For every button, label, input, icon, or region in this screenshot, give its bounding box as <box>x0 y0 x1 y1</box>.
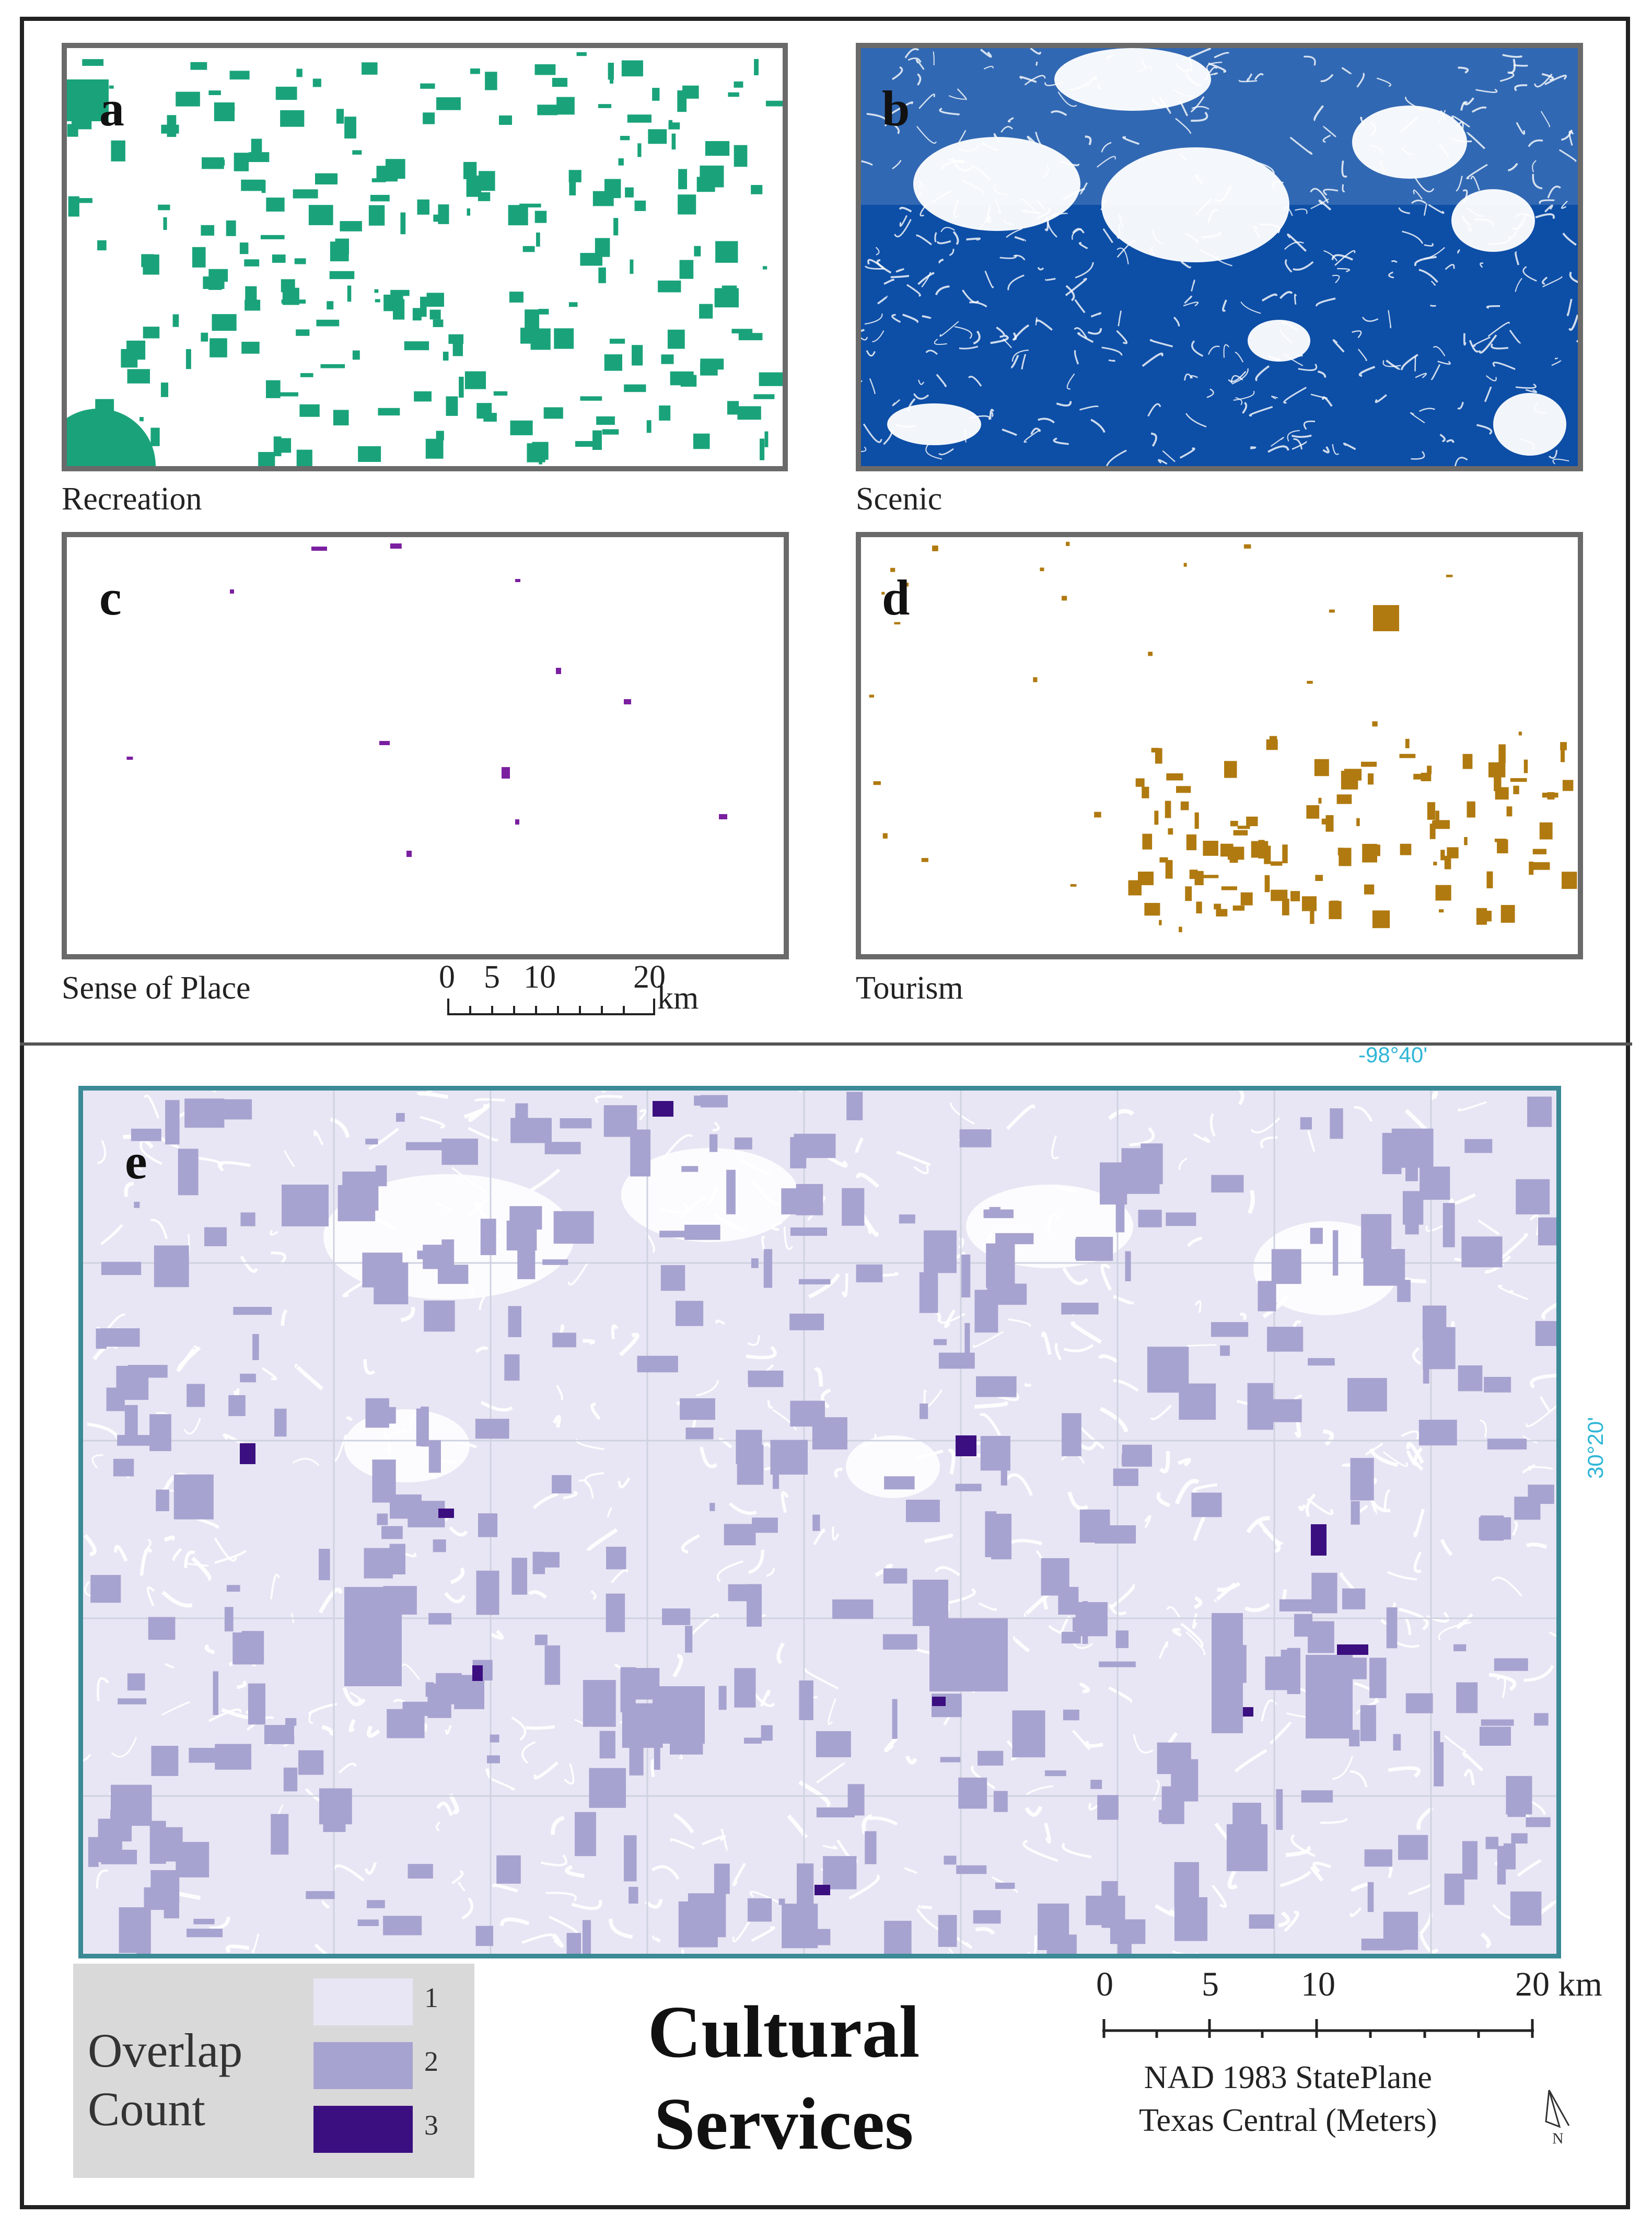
caption-scenic: Scenic <box>856 481 943 517</box>
scale-bar-line <box>1102 2019 1534 2038</box>
panel-letter-c: c <box>99 570 122 625</box>
tourism-map <box>869 541 1577 933</box>
legend-title-line1: Overlap <box>88 2024 243 2077</box>
scale-tick-label: 0 <box>439 959 455 995</box>
legend-swatch-1 <box>313 1978 413 2025</box>
map-panel-recreation: a <box>62 43 788 471</box>
legend-swatch-3 <box>313 2106 413 2153</box>
scale-tick-label: 5 <box>484 959 500 995</box>
figure-title-line2: Services <box>654 2082 914 2165</box>
figure-title: Cultural Services <box>616 1986 951 2170</box>
caption-sense-of-place: Sense of Place <box>62 970 251 1006</box>
figure-title-line1: Cultural <box>647 1990 920 2073</box>
scale-tick-label: 0 <box>1096 1965 1113 2003</box>
panel-letter-e: e <box>125 1133 147 1189</box>
map-panel-cultural-services: e <box>78 1086 1561 1958</box>
scale-bar-line <box>447 999 655 1015</box>
legend: Overlap Count 1 2 3 <box>73 1964 474 2178</box>
legend-label-3: 3 <box>424 2109 438 2141</box>
north-label: N <box>1552 2130 1564 2147</box>
legend-label-2: 2 <box>424 2046 438 2077</box>
panel-letter-a: a <box>99 80 124 136</box>
legend-title-line2: Count <box>88 2082 205 2136</box>
legend-title: Overlap Count <box>88 2021 242 2138</box>
scenic-map <box>861 48 1578 466</box>
legend-label-1: 1 <box>424 1982 438 2013</box>
legend-swatch-2 <box>313 2042 413 2089</box>
section-divider <box>20 1042 1632 1046</box>
latitude-label: 30°20' <box>1583 1417 1608 1479</box>
scale-tick-label: 20 <box>633 959 666 995</box>
scale-tick-label: 5 <box>1202 1965 1219 2003</box>
scale-bar-top: 0 5 10 20 km <box>439 959 721 1027</box>
figure-frame <box>20 17 1630 2209</box>
map-panel-scenic: b <box>856 43 1583 471</box>
scale-tick-label: 10 <box>1301 1965 1335 2003</box>
scale-unit: km <box>657 980 699 1016</box>
map-panel-tourism: d <box>856 532 1583 959</box>
panel-letter-b: b <box>882 80 910 136</box>
north-arrow-icon: N <box>1539 2085 1575 2148</box>
projection-line1: NAD 1983 StatePlane <box>1144 2060 1432 2095</box>
overlap-count-map <box>83 1091 1556 1954</box>
recreation-map <box>67 52 783 466</box>
scale-tick-label: 10 <box>523 959 556 995</box>
projection-text: NAD 1983 StatePlane Texas Central (Meter… <box>1139 2056 1437 2142</box>
caption-recreation: Recreation <box>62 481 202 517</box>
scale-tick-label: 20 km <box>1515 1965 1602 2003</box>
longitude-label: -98°40' <box>1358 1042 1428 1067</box>
projection-line2: Texas Central (Meters) <box>1139 2103 1437 2138</box>
map-panel-sense-of-place: c <box>62 532 789 959</box>
sense-of-place-map <box>126 543 727 857</box>
caption-tourism: Tourism <box>856 970 963 1006</box>
panel-letter-d: d <box>882 570 910 625</box>
scale-bar-bottom: 0 5 10 20 km <box>1087 1965 1609 2048</box>
